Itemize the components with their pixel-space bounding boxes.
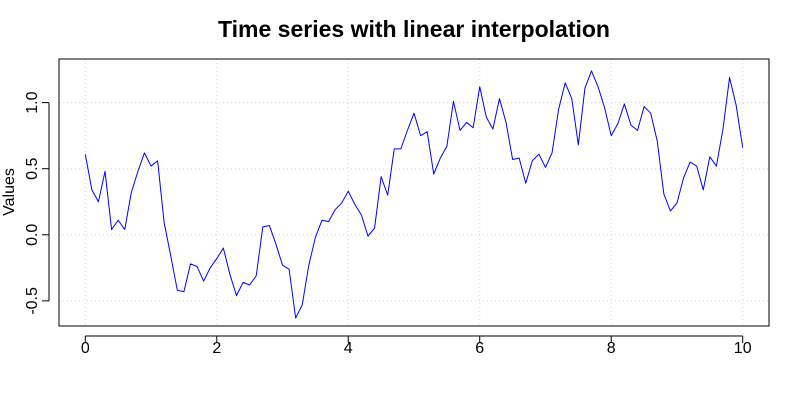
x-tick-label-4: 8	[607, 340, 616, 357]
plot-area-frame	[58, 58, 770, 327]
x-tick-label-0: 0	[81, 340, 90, 357]
x-tick-label-1: 2	[212, 340, 221, 357]
y-tick-label-0: -0.5	[24, 287, 41, 315]
series-layer	[84, 70, 744, 319]
x-tick-label-3: 6	[475, 340, 484, 357]
series-line-0	[84, 70, 744, 319]
y-tick-label-2: 0.5	[24, 157, 41, 179]
x-axis: 0 2 4 6 8 10	[81, 335, 752, 357]
grid	[59, 59, 769, 326]
chart-title: Time series with linear interpolation	[218, 16, 610, 42]
x-tick-label-5: 10	[734, 340, 752, 357]
y-tick-label-1: 0.0	[24, 224, 41, 246]
y-axis-label: Values	[1, 168, 18, 216]
y-tick-label-3: 1.0	[24, 91, 41, 113]
x-tick-label-2: 4	[344, 340, 353, 357]
y-axis: -0.5 0.0 0.5 1.0	[24, 91, 50, 315]
